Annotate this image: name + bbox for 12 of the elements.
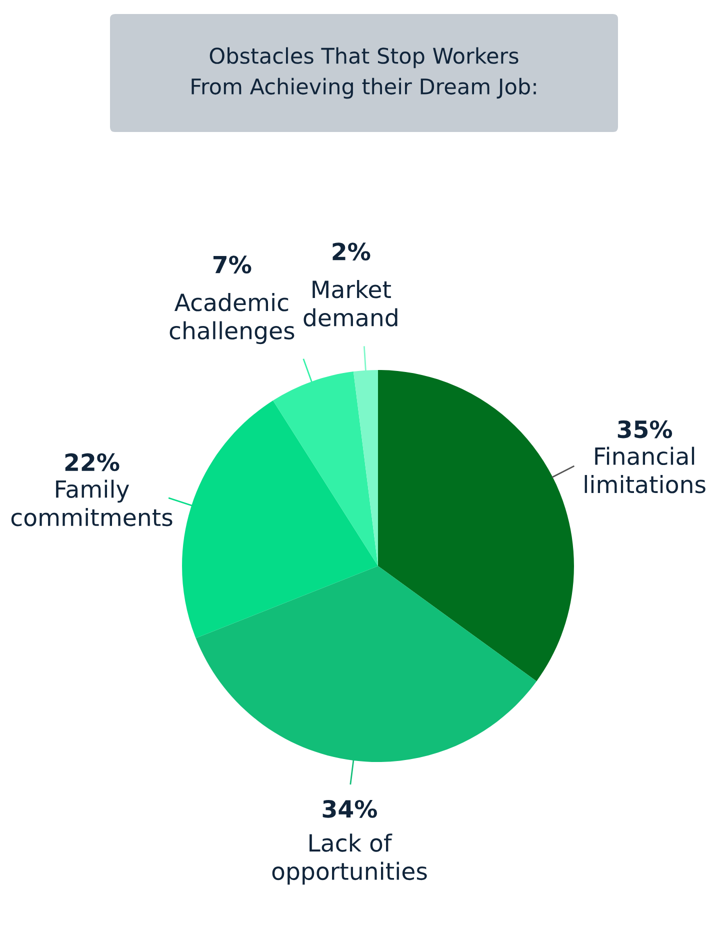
pie-slice: [378, 370, 574, 682]
slice-label: Family commitments: [11, 480, 172, 526]
data-label: 35%: [618, 420, 672, 438]
slice-label: Financial limitations: [584, 446, 706, 494]
data-label: 2%: [332, 242, 370, 261]
slice-label: Lack of opportunities: [272, 834, 427, 885]
chart-title: Obstacles That Stop Workers From Achieving their Dream Job:: [192, 47, 536, 99]
slice-label: Market demand: [304, 280, 398, 327]
data-label: 7%: [213, 256, 252, 274]
slice-label: Academic challenges: [170, 292, 294, 344]
data-label: 34%: [322, 800, 378, 818]
data-label: 22%: [65, 453, 120, 472]
